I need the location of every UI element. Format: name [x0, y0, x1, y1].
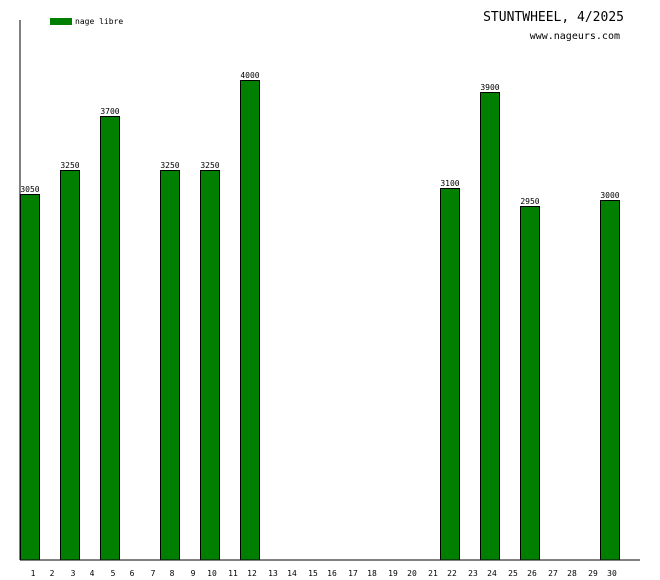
x-tick-label: 23 — [468, 569, 478, 578]
x-tick-label: 16 — [327, 569, 337, 578]
x-tick-label: 4 — [90, 569, 95, 578]
x-tick-label: 11 — [228, 569, 238, 578]
x-tick-label: 5 — [111, 569, 116, 578]
x-tick-label: 9 — [191, 569, 196, 578]
x-tick-label: 21 — [428, 569, 438, 578]
x-tick-label: 8 — [170, 569, 175, 578]
bar — [600, 200, 620, 561]
x-tick-label: 18 — [367, 569, 377, 578]
bar-value-label: 3250 — [60, 161, 79, 170]
x-tick-label: 22 — [447, 569, 457, 578]
bar — [520, 206, 540, 561]
x-tick-label: 29 — [588, 569, 598, 578]
bar-value-label: 2950 — [520, 197, 539, 206]
bar-value-label: 3700 — [100, 107, 119, 116]
x-tick-label: 15 — [308, 569, 318, 578]
x-tick-label: 7 — [151, 569, 156, 578]
bar-value-label: 3000 — [600, 191, 619, 200]
site-url: www.nageurs.com — [529, 31, 620, 42]
bar-value-label: 3100 — [440, 179, 459, 188]
x-tick-label: 13 — [268, 569, 278, 578]
bar-value-label: 4000 — [240, 71, 259, 80]
x-tick-label: 30 — [607, 569, 617, 578]
bar — [100, 116, 120, 561]
x-tick-label: 12 — [247, 569, 257, 578]
x-tick-label: 25 — [508, 569, 518, 578]
x-tick-label: 6 — [130, 569, 135, 578]
bar-value-label: 3250 — [160, 161, 179, 170]
legend-swatch — [50, 18, 72, 25]
bar — [200, 170, 220, 561]
x-tick-label: 17 — [348, 569, 358, 578]
x-tick-label: 24 — [487, 569, 497, 578]
x-tick-label: 28 — [567, 569, 577, 578]
bar — [440, 188, 460, 561]
bar — [20, 194, 40, 561]
bar — [60, 170, 80, 561]
bar-value-label: 3250 — [200, 161, 219, 170]
x-tick-label: 19 — [388, 569, 398, 578]
x-tick-label: 10 — [207, 569, 217, 578]
bar-value-label: 3050 — [20, 185, 39, 194]
legend-label: nage libre — [75, 17, 124, 26]
bar — [480, 92, 500, 561]
x-tick-label: 14 — [287, 569, 297, 578]
x-tick-label: 20 — [407, 569, 417, 578]
legend: nage libre — [50, 17, 123, 26]
bar-value-label: 3900 — [480, 83, 499, 92]
x-tick-label: 1 — [31, 569, 36, 578]
x-tick-label: 2 — [50, 569, 55, 578]
x-tick-label: 26 — [527, 569, 537, 578]
bar — [240, 80, 260, 561]
bar — [160, 170, 180, 561]
chart-title: STUNTWHEEL, 4/2025 — [483, 10, 624, 25]
x-tick-label: 3 — [71, 569, 76, 578]
x-tick-label: 27 — [548, 569, 558, 578]
